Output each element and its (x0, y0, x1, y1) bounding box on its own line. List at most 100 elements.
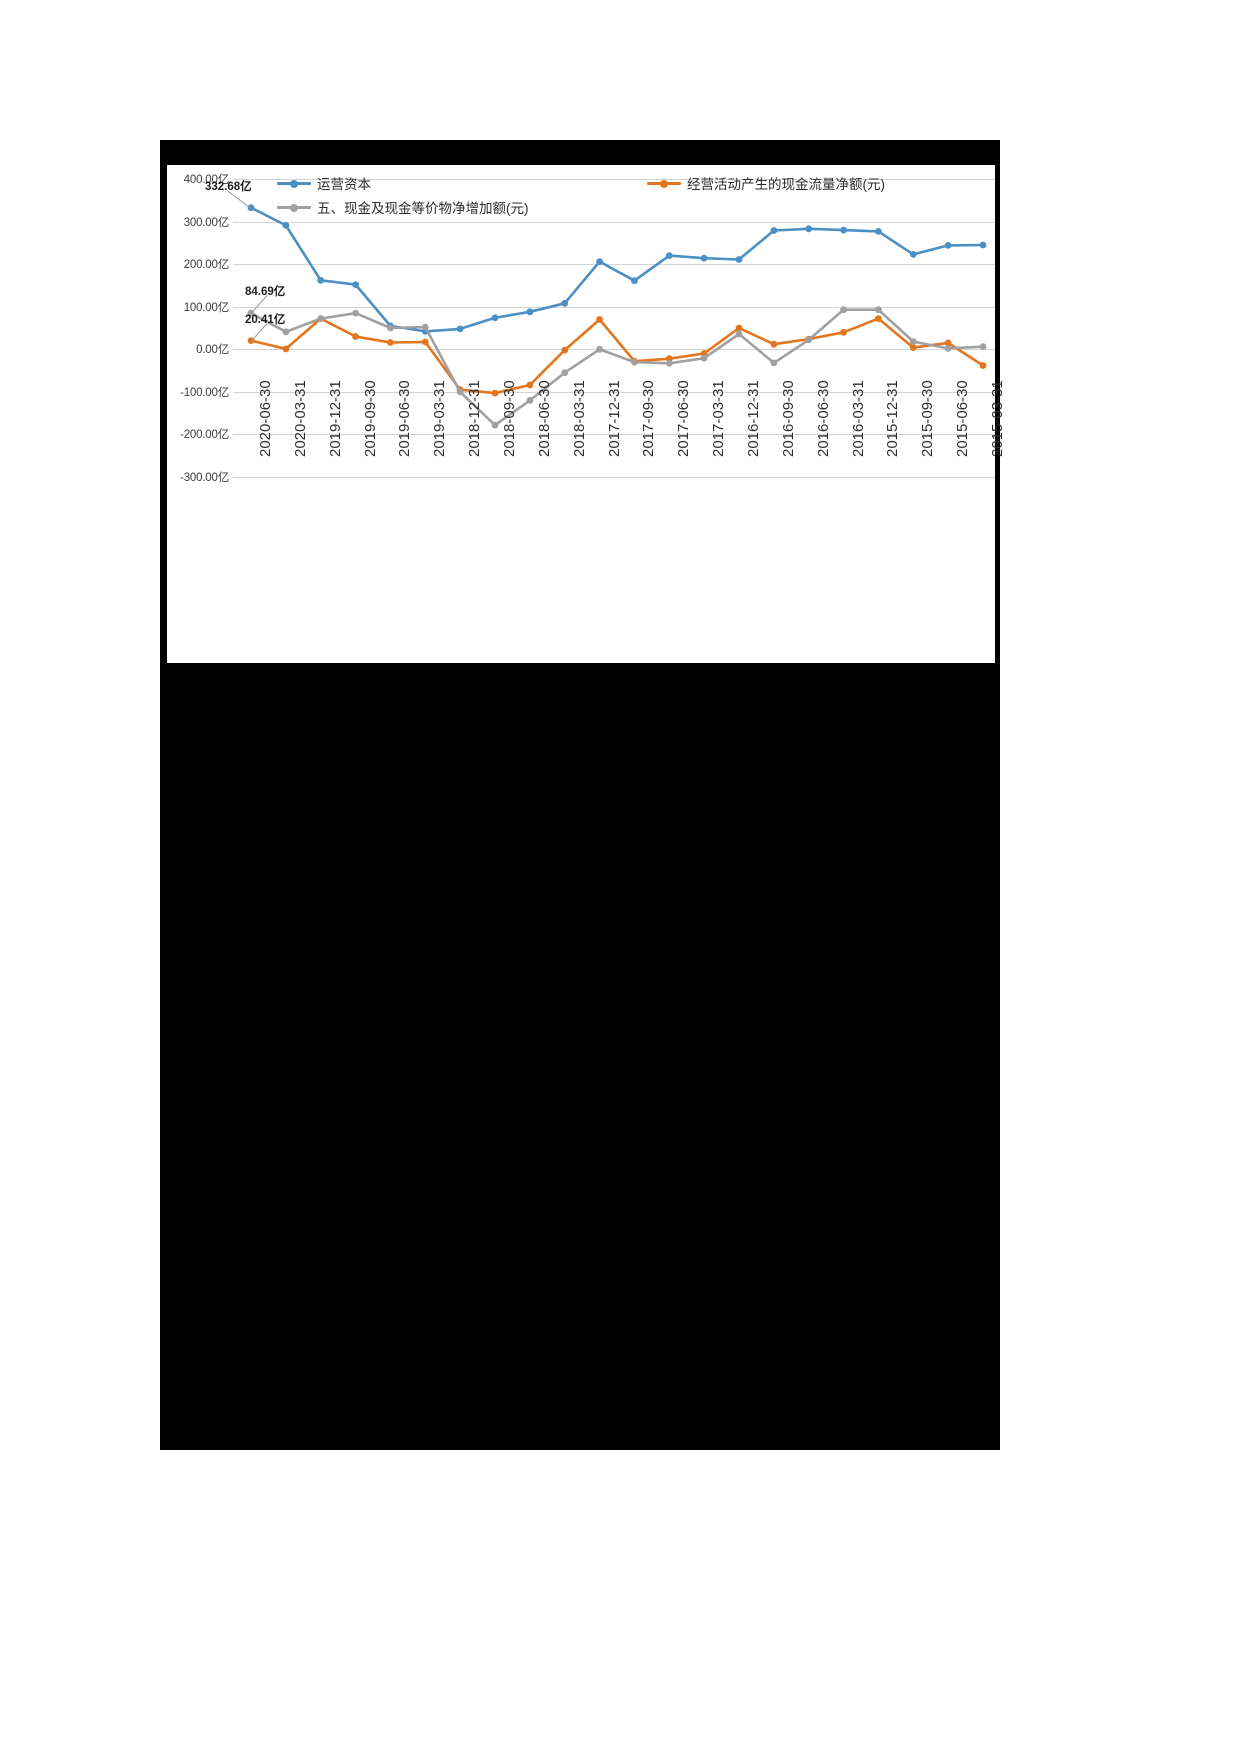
series-point (631, 277, 638, 285)
x-axis-tick-label: 2020-06-30 (257, 380, 274, 458)
series-point (526, 397, 534, 404)
series-point (387, 324, 394, 332)
x-axis-tick-label: 2017-09-30 (640, 380, 658, 458)
series-point (909, 338, 917, 345)
series-point (282, 345, 290, 353)
series-point (491, 421, 499, 429)
series-point (665, 252, 673, 259)
chart-plot-area: 400.00亿 300.00亿 200.00亿 100.00亿 0.00亿 -100.00… (167, 165, 1006, 663)
x-axis-tick-label: 2019-06-30 (396, 380, 414, 458)
gridline (233, 349, 995, 351)
y-axis-tick-label: 200.00亿 (183, 259, 229, 272)
series-point (909, 344, 917, 351)
x-axis-tick-label: 2020-03-31 (291, 380, 309, 458)
y-axis-tick-label: 0.00亿 (196, 344, 229, 357)
x-axis-tick-label: 2016-09-30 (779, 380, 797, 458)
gridline (233, 264, 995, 266)
series-point (561, 369, 569, 377)
series-point (840, 328, 847, 336)
x-axis-tick-label: 2016-12-31 (745, 380, 762, 458)
gridline (233, 221, 995, 223)
series-point (561, 299, 569, 307)
x-axis-tick-label: 2015-09-30 (919, 380, 937, 458)
y-axis-tick-label: -200.00亿 (180, 429, 229, 442)
x-axis-tick-label: 2018-09-30 (501, 380, 518, 458)
series-point (282, 222, 290, 229)
series-point (770, 340, 778, 348)
chart-gridlines (233, 165, 995, 663)
gridline (233, 477, 995, 478)
series-point (875, 228, 882, 235)
series-line (249, 206, 985, 333)
series-line (249, 308, 985, 427)
series-point (421, 338, 429, 346)
series-point (421, 323, 429, 331)
series-point (282, 328, 290, 336)
series-point (979, 241, 987, 249)
series-point (700, 350, 708, 357)
series-point (665, 359, 673, 367)
data-label: 332.68亿 (205, 180, 252, 193)
series-point (979, 362, 987, 369)
series-point (979, 343, 987, 351)
series-point (317, 315, 325, 322)
series-point (770, 359, 778, 367)
series-point (352, 333, 359, 340)
series-point (840, 226, 847, 234)
x-axis-tick-label: 2017-06-30 (675, 380, 693, 458)
gridline (233, 391, 995, 393)
x-axis-tick-label: 2019-09-30 (361, 380, 379, 458)
data-label: 20.41亿 (245, 313, 286, 326)
y-axis-tick-labels: 400.00亿 300.00亿 200.00亿 100.00亿 0.00亿 -100.00… (167, 165, 229, 663)
x-axis-tick-label: 2019-12-31 (326, 380, 344, 458)
series-point (700, 254, 708, 262)
x-axis-tick-label: 2015-06-30 (954, 380, 972, 458)
series-point (352, 281, 359, 288)
series-point (596, 258, 603, 265)
x-axis-tick-label: 2016-06-30 (814, 380, 832, 458)
y-axis-tick-label: -300.00亿 (180, 472, 229, 484)
series-point (456, 388, 464, 396)
series-point (944, 345, 952, 352)
series-point (456, 325, 464, 333)
series-point (491, 314, 499, 322)
series-point (631, 358, 638, 366)
series-point (944, 339, 952, 347)
y-axis-tick-label: -100.00亿 (180, 386, 229, 399)
series-point (735, 256, 743, 263)
data-label: 84.69亿 (245, 286, 286, 299)
series-point (561, 346, 569, 354)
y-axis-tick-label: 400.00亿 (183, 174, 229, 186)
series-point (840, 306, 847, 314)
x-axis-tick-labels: 2020-06-30 2020-03-31 2019-12-31 2019-09-30… (233, 165, 1006, 663)
series-point (700, 354, 708, 362)
x-axis-tick-label: 2019-03-31 (431, 380, 449, 458)
series-point (596, 316, 603, 323)
series-point (352, 309, 359, 317)
series-point (909, 251, 917, 258)
x-axis-tick-label: 2017-03-31 (710, 380, 728, 458)
x-axis-tick-label: 2018-12-31 (466, 380, 484, 458)
series-point (875, 315, 882, 322)
series-point (805, 336, 813, 344)
x-axis-tick-label: 2015-12-31 (884, 380, 902, 458)
gridline (233, 434, 995, 436)
series-point (526, 308, 534, 316)
gridline (233, 179, 995, 180)
x-axis-tick-label: 2015-03-31 (989, 380, 1006, 458)
series-point (805, 225, 813, 233)
series-point (735, 324, 743, 332)
chart-card: 400.00亿 300.00亿 200.00亿 100.00亿 0.00亿 -100.00… (167, 165, 1006, 663)
x-axis-tick-label: 2017-12-31 (605, 380, 623, 458)
series-point (735, 330, 743, 338)
series-line (249, 317, 985, 395)
series-point (770, 227, 778, 234)
series-point (596, 345, 603, 353)
series-point (387, 339, 394, 346)
series-point (317, 276, 325, 284)
series-point (526, 381, 534, 389)
gridline (233, 306, 995, 308)
y-axis-tick-label: 300.00亿 (183, 216, 229, 229)
chart-series-layer (247, 204, 987, 429)
